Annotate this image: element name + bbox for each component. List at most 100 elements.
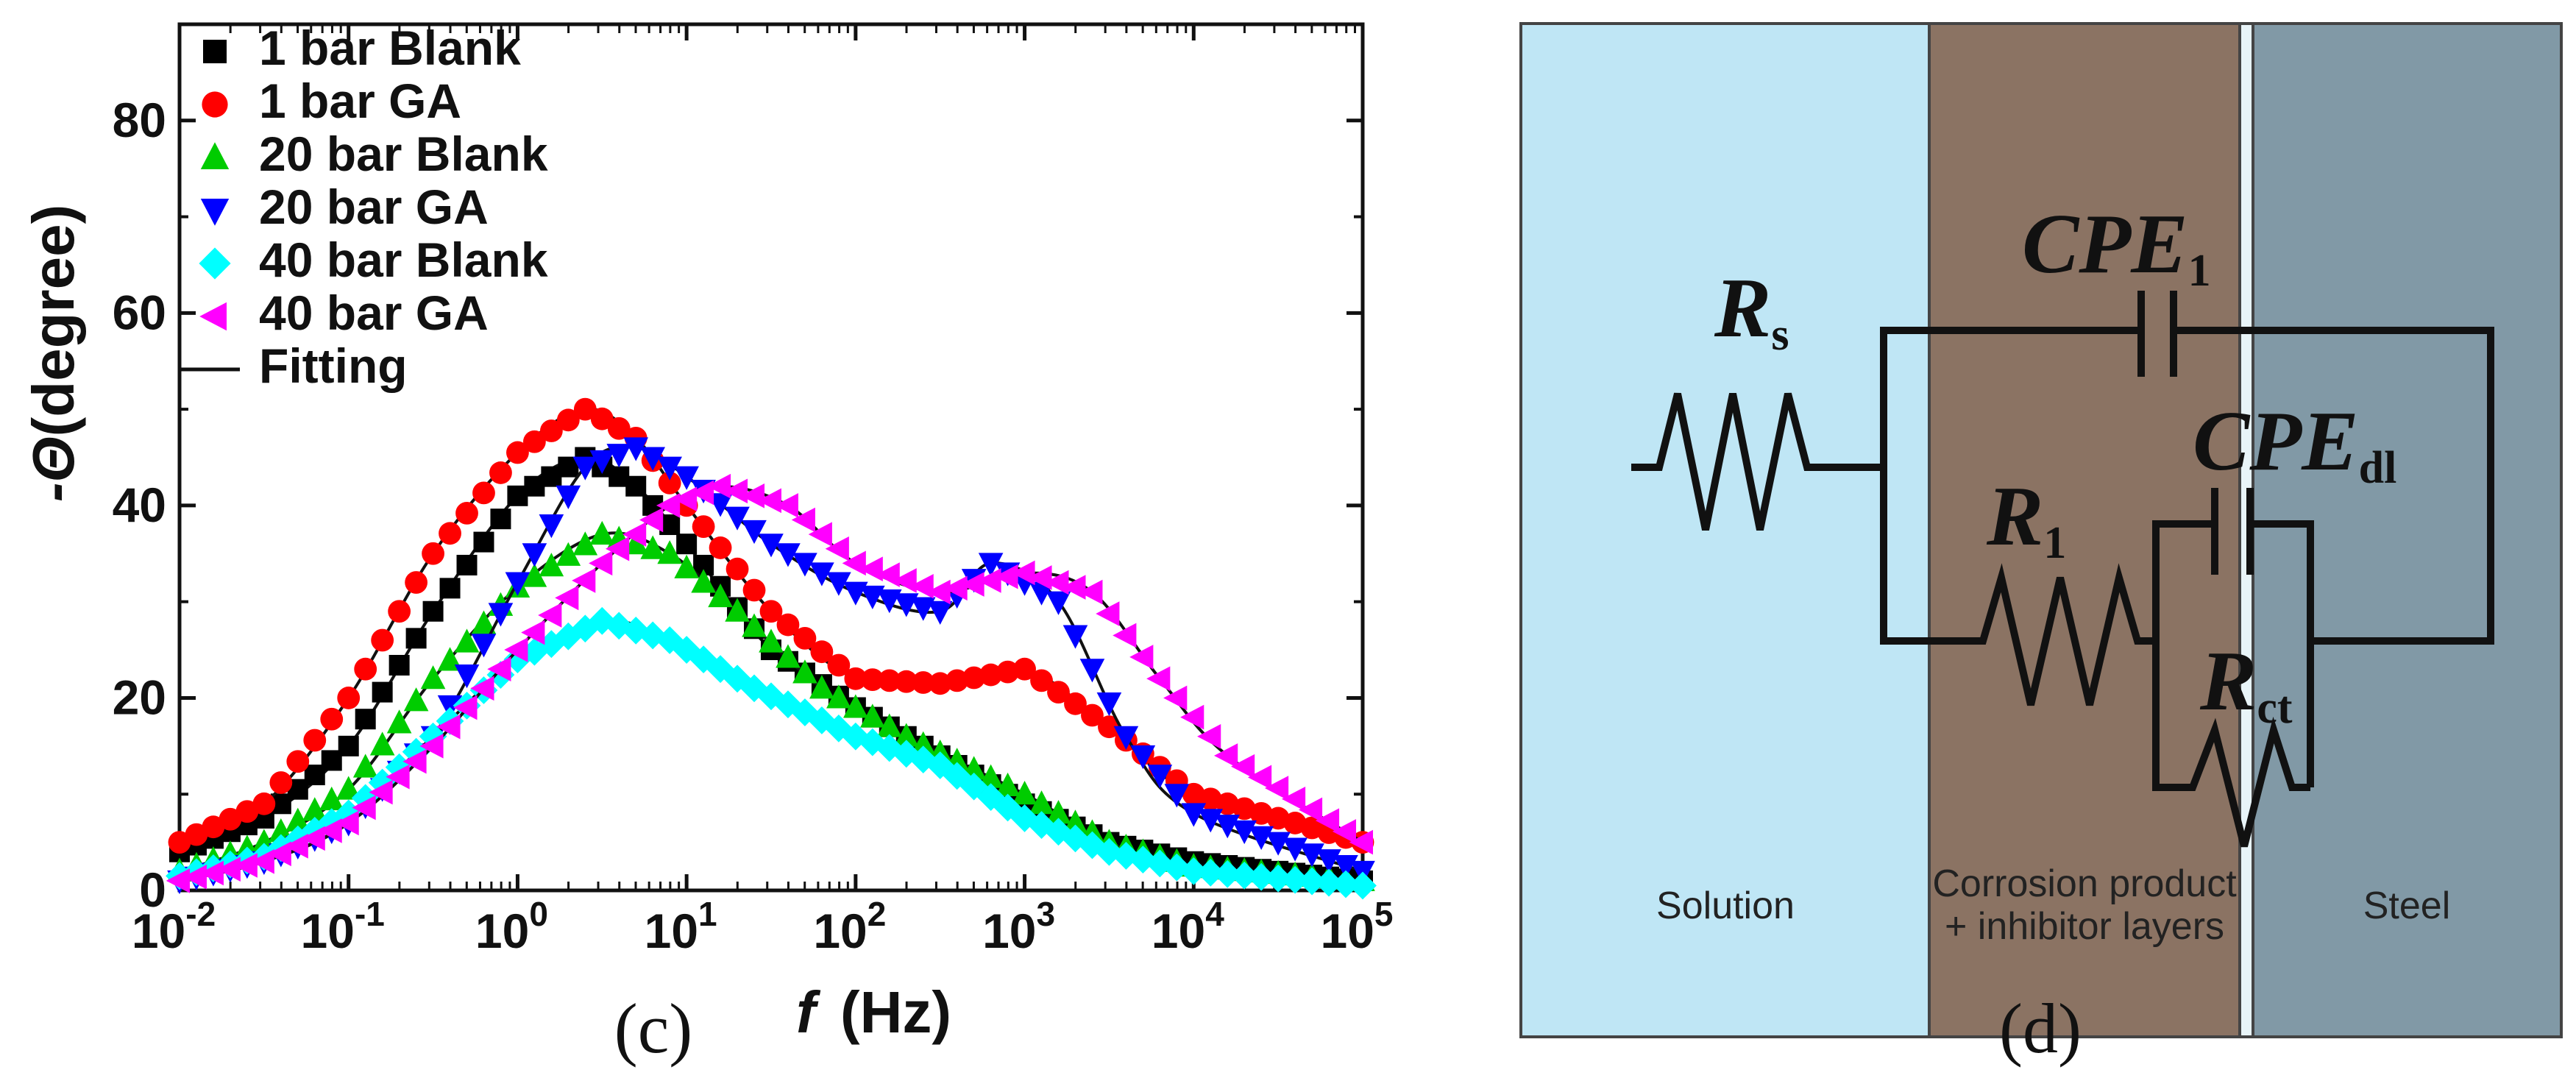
resistor-r1	[1957, 563, 2156, 706]
data-point-1-bar-ga	[1047, 681, 1070, 703]
data-point-1-bar-ga	[962, 666, 986, 690]
data-point-20-bar-ga	[572, 456, 598, 481]
data-point-40-bar-ga	[521, 620, 545, 645]
data-point-20-bar-ga	[674, 466, 699, 490]
data-point-40-bar-ga	[1298, 797, 1323, 823]
data-point-40-bar-ga	[774, 493, 798, 518]
data-point-40-bar-blank	[1112, 842, 1140, 870]
data-point-40-bar-ga	[1180, 704, 1204, 730]
region-label-solution: Solution	[1656, 885, 1795, 927]
data-point-1-bar-ga	[556, 408, 580, 432]
data-point-40-bar-blank	[1315, 868, 1343, 897]
data-point-40-bar-blank	[1349, 871, 1377, 900]
data-point-20-bar-ga	[792, 553, 817, 577]
x-tick-label: 101	[645, 895, 717, 958]
data-point-20-bar-ga	[1164, 784, 1190, 808]
data-point-40-bar-blank	[1213, 860, 1242, 888]
x-tick-label: 10-2	[132, 895, 216, 958]
data-point-40-bar-ga	[369, 779, 393, 805]
data-point-40-bar-ga	[250, 848, 274, 874]
data-point-20-bar-blank	[539, 553, 564, 577]
data-point-40-bar-ga	[555, 585, 579, 611]
resistor-rs	[1631, 392, 1884, 531]
data-point-1-bar-blank	[355, 709, 376, 730]
data-point-40-bar-ga	[1214, 743, 1238, 768]
data-point-20-bar-ga	[725, 506, 750, 531]
x-axis-unit: (Hz)	[840, 979, 951, 1045]
x-tick-label: 10-1	[301, 895, 385, 958]
data-point-40-bar-ga	[589, 550, 613, 576]
data-point-40-bar-ga	[977, 568, 1001, 593]
data-point-1-bar-blank	[473, 531, 494, 553]
data-point-40-bar-blank	[1264, 864, 1293, 893]
data-point-40-bar-ga	[572, 568, 596, 593]
data-point-40-bar-blank	[976, 783, 1005, 812]
data-point-20-bar-blank	[369, 731, 395, 756]
legend-marker	[199, 247, 231, 280]
data-point-40-bar-ga	[808, 522, 832, 547]
x-axis-var: f	[796, 979, 821, 1045]
data-point-20-bar-blank	[759, 628, 784, 653]
data-point-20-bar-blank	[522, 563, 547, 587]
data-point-1-bar-ga	[455, 501, 478, 525]
data-point-1-bar-ga	[1098, 715, 1121, 739]
data-point-40-bar-ga	[453, 695, 478, 720]
data-point-40-bar-ga	[706, 473, 731, 499]
legend-label: 1 bar Blank	[259, 21, 521, 75]
data-point-40-bar-ga	[386, 764, 410, 790]
data-point-20-bar-blank	[995, 772, 1021, 797]
data-point-40-bar-ga	[1332, 819, 1357, 844]
panel-label-c: (c)	[614, 989, 693, 1068]
data-point-40-bar-ga	[199, 860, 224, 886]
data-point-20-bar-ga	[1113, 726, 1139, 750]
data-point-40-bar-ga	[960, 572, 984, 597]
data-point-20-bar-ga	[708, 493, 733, 517]
data-point-40-bar-blank	[892, 740, 920, 768]
data-point-1-bar-ga	[709, 536, 732, 559]
y-tick-label: 40	[113, 478, 166, 532]
data-point-40-bar-ga	[1079, 579, 1103, 605]
data-point-1-bar-ga	[405, 571, 427, 594]
data-point-1-bar-ga	[168, 831, 191, 854]
wire-inner-top-right	[2250, 520, 2314, 787]
data-point-20-bar-blank	[471, 610, 497, 634]
data-point-1-bar-ga	[252, 792, 276, 815]
data-point-40-bar-ga	[487, 656, 511, 682]
data-point-40-bar-ga	[352, 795, 376, 821]
bode-phase-chart: 0 20 40 60 80 10-2 10-1 100 101 102 103 104 105 1 bar…	[113, 21, 1394, 958]
data-point-1-bar-blank	[490, 508, 511, 530]
legend-label: 20 bar Blank	[259, 127, 548, 181]
data-point-20-bar-blank	[1029, 790, 1054, 815]
data-point-20-bar-ga	[1130, 745, 1156, 770]
data-point-40-bar-ga	[1028, 565, 1052, 590]
legend-label: 40 bar Blank	[259, 233, 548, 287]
legend-marker	[203, 40, 227, 63]
y-axis-label-text: (degree)	[21, 205, 86, 437]
data-point-20-bar-blank	[809, 675, 834, 699]
data-point-1-bar-ga	[844, 667, 867, 690]
legend-marker	[200, 199, 230, 226]
wire-top-right	[2174, 327, 2494, 645]
data-point-40-bar-ga	[1281, 786, 1306, 812]
legend-label: 1 bar GA	[259, 74, 461, 128]
data-point-1-bar-ga	[1064, 692, 1087, 715]
data-point-40-bar-blank	[334, 799, 363, 828]
data-point-1-bar-blank	[405, 628, 427, 649]
data-point-20-bar-blank	[657, 540, 682, 564]
steel-region	[2253, 24, 2561, 1037]
y-tick-label: 60	[113, 285, 166, 339]
data-point-20-bar-blank	[556, 542, 581, 566]
data-point-20-bar-ga	[471, 634, 497, 658]
data-point-1-bar-ga	[912, 671, 935, 694]
data-point-40-bar-blank	[875, 734, 904, 762]
data-point-40-bar-blank	[993, 793, 1022, 822]
data-point-1-bar-ga	[878, 669, 901, 692]
data-point-40-bar-ga	[301, 826, 325, 851]
data-point-20-bar-ga	[1062, 625, 1088, 649]
data-point-40-bar-blank	[1196, 858, 1225, 887]
data-point-40-bar-blank	[317, 808, 346, 837]
data-point-1-bar-ga	[185, 823, 208, 846]
data-point-1-bar-ga	[692, 515, 715, 539]
data-point-20-bar-blank	[572, 531, 598, 556]
